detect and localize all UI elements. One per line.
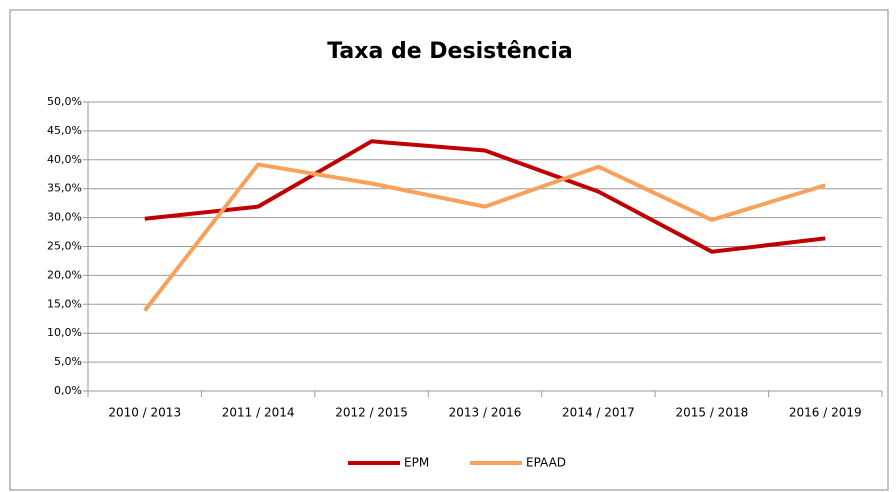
chart-title: Taxa de Desistência [327, 39, 572, 64]
legend-label: EPAAD [526, 456, 566, 470]
y-tick-label: 40,0% [47, 153, 82, 166]
x-tick-label: 2013 / 2016 [449, 406, 522, 420]
x-tick-label: 2012 / 2015 [335, 406, 408, 420]
y-tick-label: 35,0% [47, 182, 82, 195]
y-tick-label: 30,0% [47, 211, 82, 224]
y-tick-label: 45,0% [47, 124, 82, 137]
y-tick-label: 5,0% [54, 355, 82, 368]
x-tick-label: 2015 / 2018 [675, 406, 748, 420]
data-line [144, 139, 826, 254]
x-tick-label: 2011 / 2014 [222, 406, 295, 420]
y-tick-label: 15,0% [47, 297, 82, 310]
y-tick-label: 25,0% [47, 240, 82, 253]
y-tick-label: 20,0% [47, 268, 82, 281]
y-tick-label: 0,0% [54, 384, 82, 397]
legend-label: EPM [404, 456, 429, 470]
x-tick-label: 2016 / 2019 [789, 406, 862, 420]
y-tick-label: 10,0% [47, 326, 82, 339]
data-line [143, 162, 826, 312]
y-tick-label: 50,0% [47, 95, 82, 108]
x-tick-label: 2014 / 2017 [562, 406, 635, 420]
x-tick-label: 2010 / 2013 [108, 406, 181, 420]
